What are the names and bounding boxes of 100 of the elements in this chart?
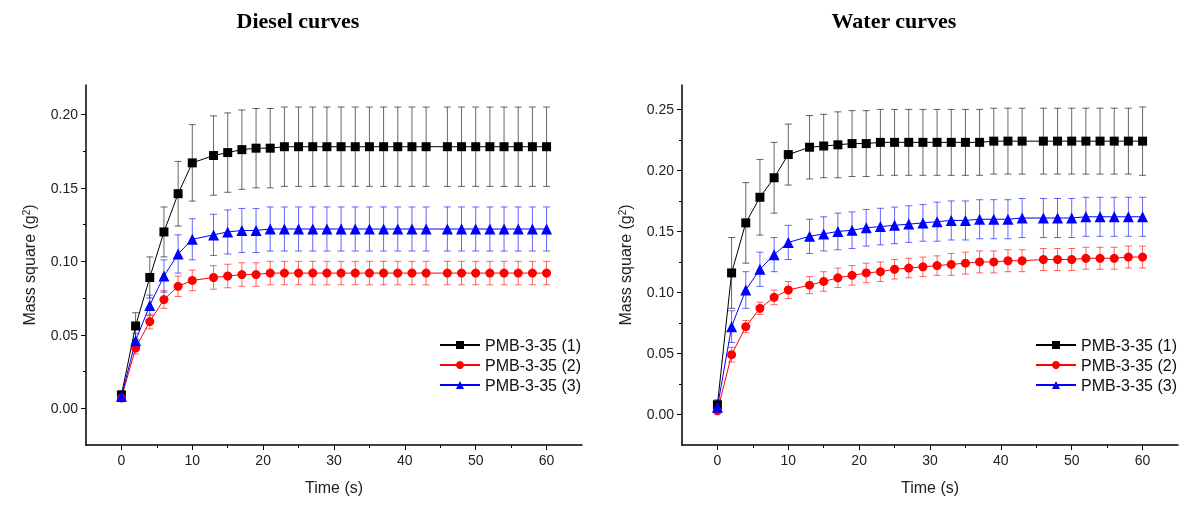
x-tick-label: 50: [467, 452, 484, 468]
y-tick-label: 0.05: [50, 326, 79, 343]
point: [945, 214, 957, 226]
point: [946, 259, 956, 269]
point: [875, 137, 885, 147]
point: [875, 267, 885, 277]
point: [833, 140, 843, 150]
point: [918, 137, 928, 147]
y-tick-label: 0.10: [50, 253, 79, 270]
x-tick-label: 40: [397, 452, 413, 468]
point: [783, 285, 793, 295]
point: [959, 214, 971, 226]
x-tick-label: 40: [993, 452, 1009, 468]
point: [223, 148, 233, 158]
legend-label: PMB-3-35 (3): [484, 376, 582, 394]
point: [1053, 255, 1063, 265]
point: [499, 268, 509, 278]
point: [946, 137, 956, 147]
point: [1137, 211, 1149, 223]
point: [727, 268, 737, 278]
point: [1109, 253, 1119, 263]
point: [847, 139, 857, 149]
point: [931, 216, 943, 228]
point: [1123, 136, 1133, 146]
point: [726, 321, 738, 333]
chart-title: Diesel curves: [236, 7, 360, 33]
point: [279, 142, 289, 152]
point: [407, 268, 417, 278]
point: [485, 268, 495, 278]
point: [393, 142, 403, 152]
point: [1067, 255, 1077, 265]
point: [237, 145, 247, 155]
point: [379, 142, 389, 152]
point: [321, 223, 333, 235]
x-axis-title: Time (s): [900, 478, 960, 496]
x-tick-label: 30: [922, 452, 938, 468]
y-tick-label: 0.10: [646, 284, 675, 301]
point: [1003, 256, 1013, 266]
point: [755, 192, 765, 202]
point: [456, 223, 468, 235]
point: [1095, 136, 1105, 146]
x-tick-label: 60: [538, 452, 555, 468]
point: [960, 137, 970, 147]
point: [265, 143, 275, 153]
point: [484, 223, 496, 235]
y-tick-label: 0.25: [646, 101, 675, 118]
point: [541, 223, 553, 235]
point: [1123, 252, 1133, 262]
x-tick-label: 50: [1063, 452, 1080, 468]
point: [457, 268, 467, 278]
point: [471, 142, 481, 152]
point: [336, 268, 346, 278]
point: [264, 223, 276, 235]
point: [989, 257, 999, 267]
point: [513, 142, 523, 152]
point: [485, 142, 495, 152]
point: [804, 230, 816, 242]
point: [1067, 136, 1077, 146]
point: [187, 158, 197, 168]
point: [932, 261, 942, 271]
point: [512, 223, 524, 235]
point: [1003, 136, 1013, 146]
point: [308, 142, 318, 152]
point: [294, 268, 304, 278]
point: [208, 229, 220, 241]
point: [307, 223, 319, 235]
x-tick-label: 30: [326, 452, 342, 468]
point: [251, 143, 261, 153]
legend-label: PMB-3-35 (2): [484, 356, 582, 374]
y-tick-label: 0.00: [50, 400, 79, 417]
point: [917, 217, 929, 229]
y-tick-label: 0.15: [50, 179, 79, 196]
point: [131, 321, 141, 331]
point: [527, 142, 537, 152]
point: [1038, 255, 1048, 265]
point: [209, 272, 219, 282]
point: [526, 223, 538, 235]
point: [349, 223, 361, 235]
point: [861, 268, 871, 278]
y-tick-label: 0.05: [646, 345, 675, 362]
point: [513, 268, 523, 278]
point: [407, 142, 417, 152]
point: [1081, 253, 1091, 263]
point: [364, 268, 374, 278]
point: [499, 142, 509, 152]
point: [1138, 252, 1148, 262]
y-tick-label: 0.15: [646, 223, 675, 240]
point: [222, 226, 234, 238]
point: [470, 223, 482, 235]
point: [145, 317, 155, 327]
point: [741, 218, 751, 228]
x-tick-label: 0: [713, 452, 722, 468]
point: [209, 151, 219, 161]
point: [294, 142, 304, 152]
point: [890, 137, 900, 147]
point: [159, 295, 169, 305]
point: [727, 350, 737, 360]
point: [392, 223, 404, 235]
point: [975, 137, 985, 147]
point: [364, 142, 374, 152]
